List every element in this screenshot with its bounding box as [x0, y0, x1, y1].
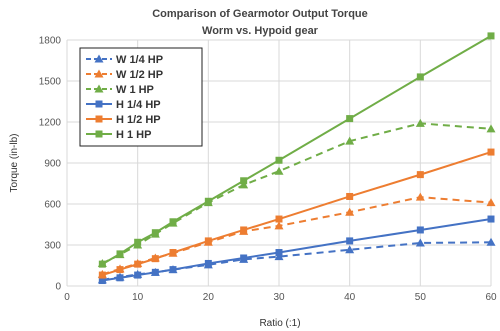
data-point	[415, 238, 425, 247]
series-3	[98, 215, 495, 285]
series-group	[97, 32, 496, 285]
legend-item: H 1/2 HP	[86, 114, 161, 126]
legend-marker	[95, 115, 103, 123]
legend-item: W 1/2 HP	[86, 69, 163, 81]
legend-item: W 1/4 HP	[86, 54, 163, 66]
data-point	[275, 215, 283, 223]
data-point	[345, 136, 355, 145]
x-ticks: 0 10 20 30 40 50 60	[64, 292, 497, 303]
x-tick-label: 50	[415, 292, 427, 303]
data-point	[151, 229, 159, 237]
data-point	[204, 197, 212, 205]
series-4	[98, 148, 495, 279]
data-point	[486, 124, 496, 133]
legend-label: W 1/2 HP	[116, 69, 163, 81]
y-tick-label: 1200	[39, 118, 62, 129]
data-point	[415, 118, 425, 127]
legend-item: H 1 HP	[86, 129, 151, 141]
legend-label: H 1 HP	[116, 129, 151, 141]
legend-marker	[94, 54, 104, 63]
data-point	[98, 277, 106, 285]
legend-item: H 1/4 HP	[86, 99, 161, 111]
data-point	[487, 215, 495, 223]
legend-label: W 1 HP	[116, 84, 154, 96]
data-point	[169, 218, 177, 226]
data-point	[98, 260, 106, 268]
data-point	[487, 32, 495, 40]
data-point	[134, 271, 142, 279]
series-line	[102, 151, 492, 277]
y-tick-label: 1500	[39, 77, 62, 88]
chart-title: Comparison of Gearmotor Output Torque	[152, 8, 368, 20]
data-point	[240, 177, 248, 185]
legend-marker	[95, 130, 103, 138]
legend-marker	[95, 100, 103, 108]
data-point	[134, 260, 142, 268]
y-tick-label: 900	[44, 159, 61, 170]
data-point	[151, 268, 159, 276]
data-point	[116, 250, 124, 258]
y-tick-label: 300	[44, 241, 61, 252]
legend-box	[79, 47, 203, 147]
legend-label: H 1/2 HP	[116, 114, 161, 126]
legend-marker	[94, 69, 104, 78]
data-point	[346, 115, 354, 123]
data-point	[487, 148, 495, 156]
legend-label: H 1/4 HP	[116, 99, 161, 111]
data-point	[98, 271, 106, 279]
data-point	[416, 73, 424, 81]
y-ticks: 0 300 600 900 1200 1500 1800	[39, 36, 62, 293]
data-point	[275, 156, 283, 164]
data-point	[204, 259, 212, 267]
data-point	[204, 237, 212, 245]
data-point	[416, 171, 424, 179]
data-point	[274, 221, 284, 230]
y-tick-label: 600	[44, 200, 61, 211]
data-point	[169, 266, 177, 274]
series-line	[102, 241, 492, 281]
series-line	[102, 196, 492, 276]
data-point	[116, 266, 124, 274]
x-tick-label: 0	[64, 292, 70, 303]
data-point	[274, 252, 284, 261]
data-point	[169, 249, 177, 257]
series-5	[98, 32, 495, 268]
data-point	[486, 198, 496, 207]
data-point	[346, 192, 354, 200]
data-point	[239, 180, 249, 189]
data-point	[275, 249, 283, 257]
x-axis-label: Ratio (:1)	[259, 318, 300, 329]
data-point	[345, 245, 355, 254]
data-point	[486, 237, 496, 246]
y-axis-label: Torque (in-lb)	[9, 134, 20, 193]
data-point	[345, 207, 355, 216]
legend-label: W 1/4 HP	[116, 54, 163, 66]
chart-subtitle: Worm vs. Hypoid gear	[202, 25, 319, 37]
data-point	[416, 226, 424, 234]
data-point	[274, 166, 284, 175]
x-tick-label: 30	[273, 292, 285, 303]
x-tick-label: 60	[485, 292, 497, 303]
y-tick-label: 0	[55, 282, 61, 293]
data-point	[116, 274, 124, 282]
data-point	[240, 226, 248, 234]
data-point	[151, 255, 159, 263]
x-tick-label: 20	[203, 292, 215, 303]
x-tick-label: 40	[344, 292, 356, 303]
data-point	[415, 192, 425, 201]
data-point	[134, 238, 142, 246]
x-tick-label: 10	[132, 292, 144, 303]
legend-marker	[94, 84, 104, 93]
data-point	[346, 237, 354, 245]
data-point	[240, 254, 248, 262]
legend: W 1/4 HP W 1/2 HP W 1 HP H 1/4 HP H 1/2 HP H …	[79, 47, 203, 147]
y-tick-label: 1800	[39, 36, 62, 47]
legend-item: W 1 HP	[86, 84, 154, 96]
